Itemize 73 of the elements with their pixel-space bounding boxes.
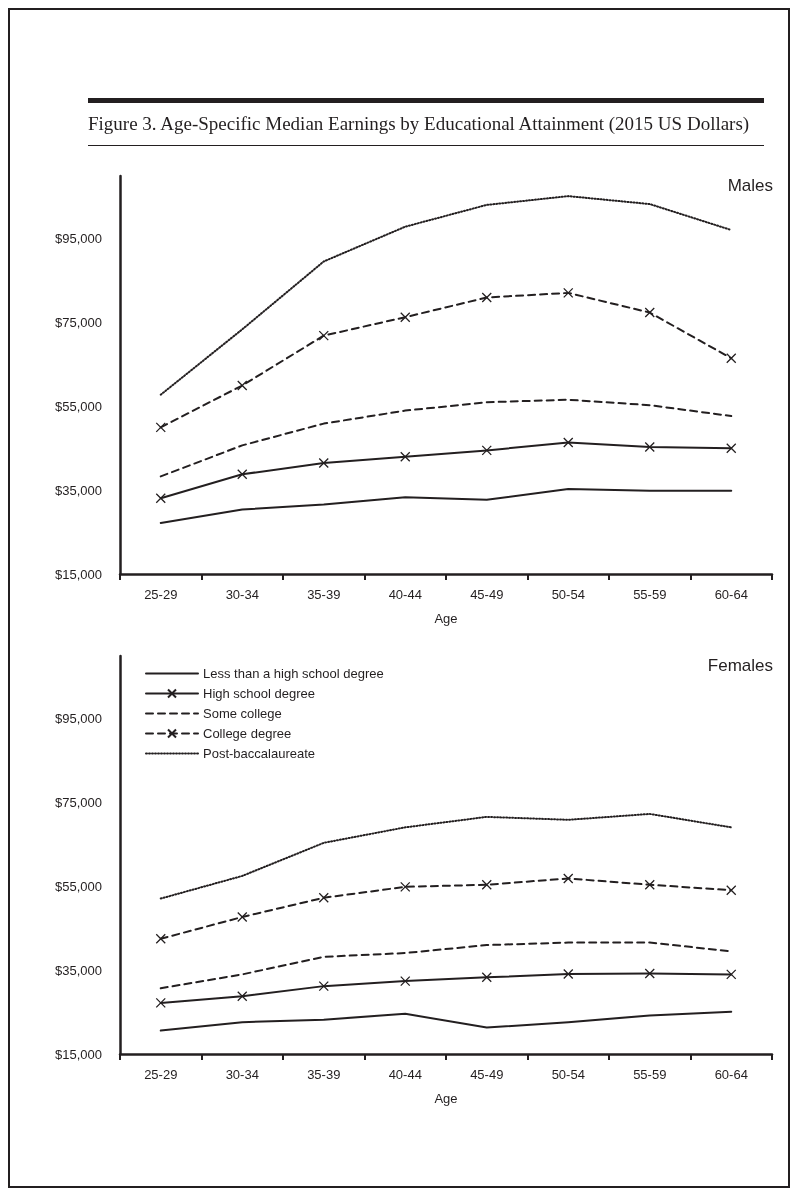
x-tick-label: 45-49: [470, 1067, 504, 1082]
point: [237, 991, 248, 1002]
chart-subtitle: Females: [707, 656, 773, 675]
x-tick-label: 55-59: [633, 1067, 667, 1082]
x-tick-label: 35-39: [307, 587, 341, 602]
point: [400, 312, 411, 323]
point: [237, 911, 248, 923]
x-tick-label: 25-29: [144, 1067, 178, 1082]
point: [644, 441, 655, 453]
x-tick-label: 40-44: [388, 587, 422, 602]
point: [481, 445, 492, 456]
y-tick-label: $55,000: [55, 398, 102, 414]
legend-label: High school degree: [203, 686, 316, 701]
line-series: [159, 195, 733, 396]
point: [726, 885, 737, 896]
y-tick-label: $95,000: [55, 711, 102, 727]
point: [318, 457, 329, 469]
line-series: [159, 398, 733, 478]
point: [400, 881, 411, 892]
point: [644, 968, 655, 979]
point: [400, 975, 411, 987]
x-tick-label: 50-54: [551, 1067, 585, 1082]
point: [481, 879, 492, 890]
x-tick-label: 55-59: [633, 587, 667, 602]
x-tick-label: 35-39: [307, 1067, 341, 1082]
chart-subtitle: Males: [727, 176, 774, 195]
x-axis-title: Age: [434, 1091, 458, 1106]
point: [400, 451, 411, 462]
point: [155, 422, 166, 433]
line-series: [159, 812, 733, 900]
y-tick-label: $75,000: [55, 795, 102, 811]
point: [318, 980, 329, 992]
x-tick-label: 30-34: [225, 587, 259, 602]
y-tick-label: $35,000: [55, 962, 102, 978]
y-tick-label: $55,000: [55, 878, 102, 894]
point: [726, 353, 737, 364]
point: [155, 493, 166, 504]
point: [726, 969, 737, 980]
x-axis-title: Age: [434, 611, 458, 626]
x-tick-label: 60-64: [714, 1067, 748, 1082]
line-series: [159, 1010, 733, 1032]
chart-title: Figure 3. Age-Specific Median Earnings by Educational Attainment (2015 US Dollars): [88, 113, 751, 135]
point: [726, 443, 737, 454]
y-tick-label: $95,000: [55, 231, 102, 247]
point: [481, 972, 492, 983]
legend-label: Less than a high school degree: [203, 666, 384, 681]
x-tick-label: 25-29: [144, 587, 178, 602]
point: [481, 292, 492, 303]
point: [237, 380, 248, 391]
point: [563, 287, 574, 299]
y-tick-label: $15,000: [55, 566, 102, 582]
x-tick-label: 40-44: [388, 1067, 422, 1082]
y-tick-label: $75,000: [55, 315, 102, 331]
point: [318, 892, 329, 903]
x-tick-label: 60-64: [714, 587, 748, 602]
point: [155, 997, 166, 1009]
x-tick-label: 30-34: [225, 1067, 259, 1082]
point: [644, 307, 655, 318]
legend-label: Post-baccalaureate: [203, 746, 316, 761]
legend-label: College degree: [203, 726, 292, 741]
point: [563, 873, 574, 884]
legend-label: Some college: [203, 706, 282, 721]
line-series: [159, 487, 733, 524]
x-tick-label: 45-49: [470, 587, 504, 602]
x-tick-label: 50-54: [551, 587, 585, 602]
y-tick-label: $35,000: [55, 482, 102, 498]
point: [563, 968, 574, 980]
point: [237, 469, 248, 480]
point: [644, 879, 655, 890]
point: [155, 933, 166, 944]
y-tick-label: $15,000: [55, 1046, 102, 1062]
point: [318, 330, 329, 341]
point: [563, 437, 574, 448]
